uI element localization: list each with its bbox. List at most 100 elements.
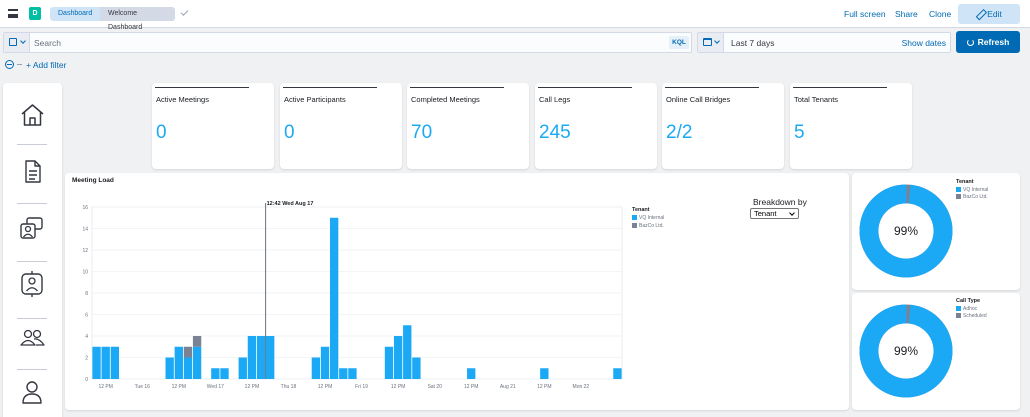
pencil-icon	[976, 10, 984, 18]
stat-active-participants: Active Participants 0	[280, 83, 402, 169]
legend-label: BazCo Ltd.	[963, 194, 988, 200]
bar	[247, 336, 257, 379]
stat-value: 0	[284, 122, 295, 143]
bar	[110, 346, 120, 379]
date-picker: Last 7 days Show dates	[697, 32, 951, 53]
donut-hole	[878, 323, 934, 379]
stat-label: Online Call Bridges	[666, 95, 731, 104]
legend-item[interactable]: Scheduled	[956, 313, 987, 319]
x-tick-label: Aug 21	[500, 384, 516, 390]
stat-divider	[155, 87, 249, 88]
legend-label: BazCo Ltd.	[639, 223, 664, 229]
legend-label: Scheduled	[963, 313, 987, 319]
refresh-button[interactable]: Refresh	[956, 31, 1020, 53]
bar	[211, 368, 220, 379]
stat-divider	[793, 87, 887, 88]
nav-users[interactable]	[3, 319, 62, 359]
nav-profile[interactable]	[3, 373, 62, 413]
search-input[interactable]	[34, 36, 664, 49]
edit-button[interactable]: Edit	[958, 4, 1020, 24]
full-screen-link[interactable]: Full screen	[844, 9, 886, 19]
legend-label: Adhoc	[963, 306, 978, 312]
y-tick-label: 4	[85, 334, 88, 340]
legend-item[interactable]: VQ Internal	[956, 187, 988, 193]
top-bar: D Dashboard Welcome Dashboard Full scree…	[0, 0, 1030, 31]
kql-toggle[interactable]: KQL	[669, 36, 689, 49]
y-tick-label: 16	[82, 205, 88, 211]
nav-home[interactable]	[3, 95, 62, 135]
clone-link[interactable]: Clone	[929, 9, 952, 19]
legend-swatch	[632, 215, 637, 220]
bar	[165, 357, 174, 379]
y-tick-label: 8	[85, 291, 88, 297]
nav-separator	[17, 203, 47, 204]
x-tick-label: 12 PM	[98, 384, 112, 390]
check-icon	[180, 8, 189, 16]
bar	[613, 368, 622, 379]
x-tick-label: Wed 17	[207, 384, 224, 390]
menu-icon[interactable]	[8, 9, 18, 18]
bar	[320, 346, 330, 379]
y-tick-label: 6	[85, 313, 88, 319]
donut-legend-title: Tenant	[956, 179, 974, 185]
bar	[183, 346, 193, 358]
nav-documents[interactable]	[3, 151, 62, 191]
x-tick-label: 12 PM	[391, 384, 405, 390]
stat-label: Total Tenants	[794, 95, 839, 104]
x-tick-label: Sat 20	[427, 384, 442, 390]
chart-legend-title: Tenant	[632, 207, 650, 213]
side-nav	[3, 83, 62, 417]
legend-swatch	[956, 194, 961, 199]
meeting-icon	[20, 217, 43, 239]
y-tick-label: 0	[85, 377, 88, 383]
show-dates-link[interactable]: Show dates	[901, 38, 946, 48]
share-link[interactable]: Share	[895, 9, 918, 19]
stat-call-legs: Call Legs 245	[535, 83, 657, 169]
tenant-donut-chart[interactable]: 99%	[856, 181, 956, 281]
legend-item[interactable]: Adhoc	[956, 306, 977, 312]
breadcrumb-current: Welcome Dashboard	[100, 7, 175, 31]
user-icon	[22, 381, 42, 404]
bar	[348, 368, 357, 379]
save-icon	[9, 38, 17, 46]
add-filter-link[interactable]: + Add filter	[26, 60, 67, 70]
saved-query-button[interactable]	[4, 33, 30, 52]
stat-divider	[283, 87, 377, 88]
stat-label: Call Legs	[539, 95, 571, 104]
bar	[92, 346, 101, 379]
nav-separator	[17, 369, 47, 370]
nav-separator	[17, 318, 47, 319]
breakdown-select[interactable]: Tenant	[750, 208, 799, 219]
query-bar: KQL	[3, 32, 692, 53]
legend-item[interactable]: BazCo Ltd.	[632, 223, 664, 229]
stat-label: Completed Meetings	[411, 95, 480, 104]
edit-label: Edit	[987, 9, 1002, 19]
stat-total-tenants: Total Tenants 5	[790, 83, 912, 169]
nav-separator	[17, 261, 47, 262]
bar	[339, 368, 348, 379]
filter-separator	[17, 64, 22, 65]
bar	[467, 368, 476, 379]
calltype-donut-chart[interactable]: 99%	[856, 301, 956, 401]
y-tick-label: 12	[82, 248, 88, 254]
chevron-down-icon	[20, 38, 26, 44]
legend-item[interactable]: VQ Internal	[632, 215, 664, 221]
bar	[384, 346, 394, 379]
calendar-icon	[703, 38, 712, 46]
chart-title: Meeting Load	[72, 177, 114, 184]
refresh-label: Refresh	[977, 37, 1010, 47]
breadcrumb-dashboard[interactable]: Dashboard	[50, 7, 100, 21]
document-icon	[25, 160, 41, 183]
quick-date-button[interactable]	[698, 33, 724, 52]
meeting-load-chart[interactable]: 0 2 4 6 8 10 12 14 16 12 PM Tue 16 12 PM Wed 17 12 PM…	[65, 183, 625, 408]
bar	[192, 346, 202, 379]
x-tick-label: Mon 22	[573, 384, 590, 390]
x-tick-label: 12 PM	[318, 384, 332, 390]
legend-item[interactable]: BazCo Ltd.	[956, 194, 988, 200]
nav-meetings[interactable]	[3, 208, 62, 248]
donut-hole	[878, 203, 934, 259]
bar	[311, 357, 321, 379]
space-avatar[interactable]: D	[29, 7, 41, 20]
filter-icon[interactable]	[5, 60, 14, 69]
nav-participants[interactable]	[3, 263, 62, 303]
